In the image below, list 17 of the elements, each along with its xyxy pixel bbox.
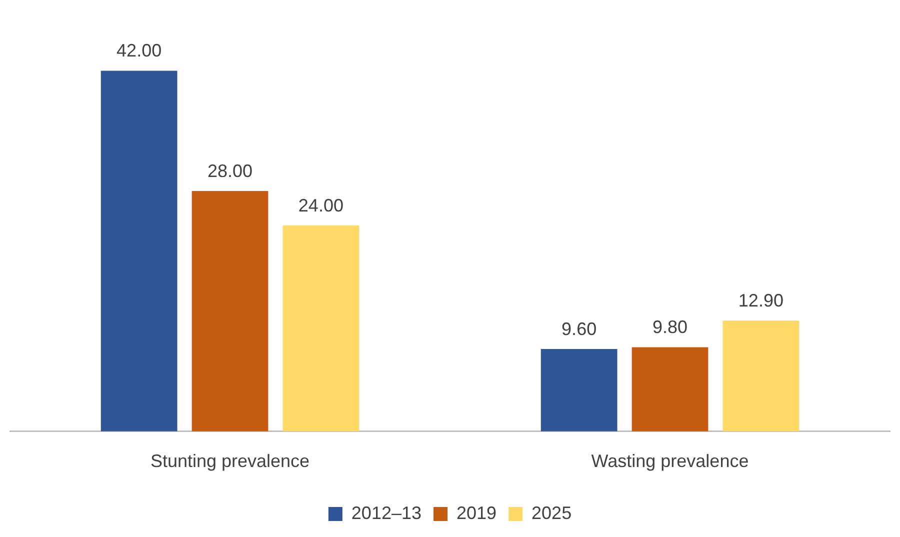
bar: [632, 347, 708, 432]
data-label: 9.80: [652, 317, 688, 338]
data-label: 42.00: [116, 40, 162, 61]
bar: [282, 225, 360, 432]
bar: [540, 348, 618, 432]
bar: [192, 190, 268, 432]
bar: [100, 70, 178, 432]
data-label: 24.00: [298, 195, 344, 216]
legend-label: 2019: [456, 502, 497, 523]
x-tick-label: Wasting prevalence: [591, 451, 749, 472]
data-label: 9.60: [562, 318, 597, 339]
legend-label: 2025: [532, 502, 572, 523]
legend-label: 2012–13: [351, 502, 422, 523]
data-label: 12.90: [738, 290, 784, 311]
x-tick-label: Stunting prevalence: [150, 451, 310, 472]
data-label: 28.00: [207, 160, 253, 181]
bar: [722, 320, 800, 432]
